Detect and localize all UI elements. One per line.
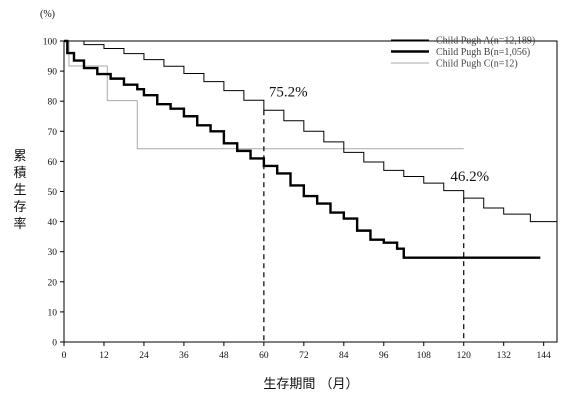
y-tick-label: 20 [48, 278, 58, 288]
y-tick-label: 90 [48, 68, 58, 78]
series-line [64, 39, 541, 259]
legend-label: Child Pugh A(n=12,189) [436, 36, 535, 47]
x-tick-label: 132 [497, 351, 512, 361]
x-tick-label: 12 [99, 351, 109, 361]
y-tick-label: 50 [48, 188, 58, 198]
x-axis-title: 生存期間 （月） [263, 377, 358, 392]
x-tick-label: 84 [339, 351, 349, 361]
y-axis-title-char: 存 [13, 200, 26, 215]
legend: Child Pugh A(n=12,189)Child Pugh B(n=1,0… [391, 36, 535, 70]
y-tick-label: 40 [48, 218, 58, 228]
x-tick-label: 60 [259, 351, 269, 361]
x-tick-label: 120 [457, 351, 472, 361]
x-tick-label: 0 [62, 351, 67, 361]
x-tick-label: 36 [179, 351, 189, 361]
y-tick-label: 100 [43, 38, 58, 48]
series-line [64, 40, 464, 150]
x-tick-label: 108 [417, 351, 432, 361]
annotation-label: 46.2% [450, 169, 489, 185]
y-axis-title-char: 積 [13, 166, 26, 181]
y-axis-title-char: 生 [13, 183, 26, 198]
y-tick-label: 30 [48, 248, 58, 258]
y-axis-title-char: 率 [13, 216, 26, 232]
y-tick-label: 70 [48, 128, 58, 138]
y-unit-label: (%) [40, 9, 55, 20]
x-tick-label: 24 [139, 351, 149, 361]
x-tick-label: 48 [219, 351, 229, 361]
y-tick-label: 60 [48, 158, 58, 168]
y-tick-label: 0 [52, 339, 57, 349]
x-tick-label: 144 [537, 351, 552, 361]
x-tick-label: 96 [379, 351, 389, 361]
legend-label: Child Pugh C(n=12) [436, 59, 518, 70]
annotation-label: 75.2% [269, 85, 308, 101]
y-tick-label: 80 [48, 98, 58, 108]
y-tick-label: 10 [48, 308, 58, 318]
y-axis-title-char: 累 [13, 149, 26, 164]
legend-label: Child Pugh B(n=1,056) [436, 47, 530, 58]
x-tick-label: 72 [299, 351, 309, 361]
